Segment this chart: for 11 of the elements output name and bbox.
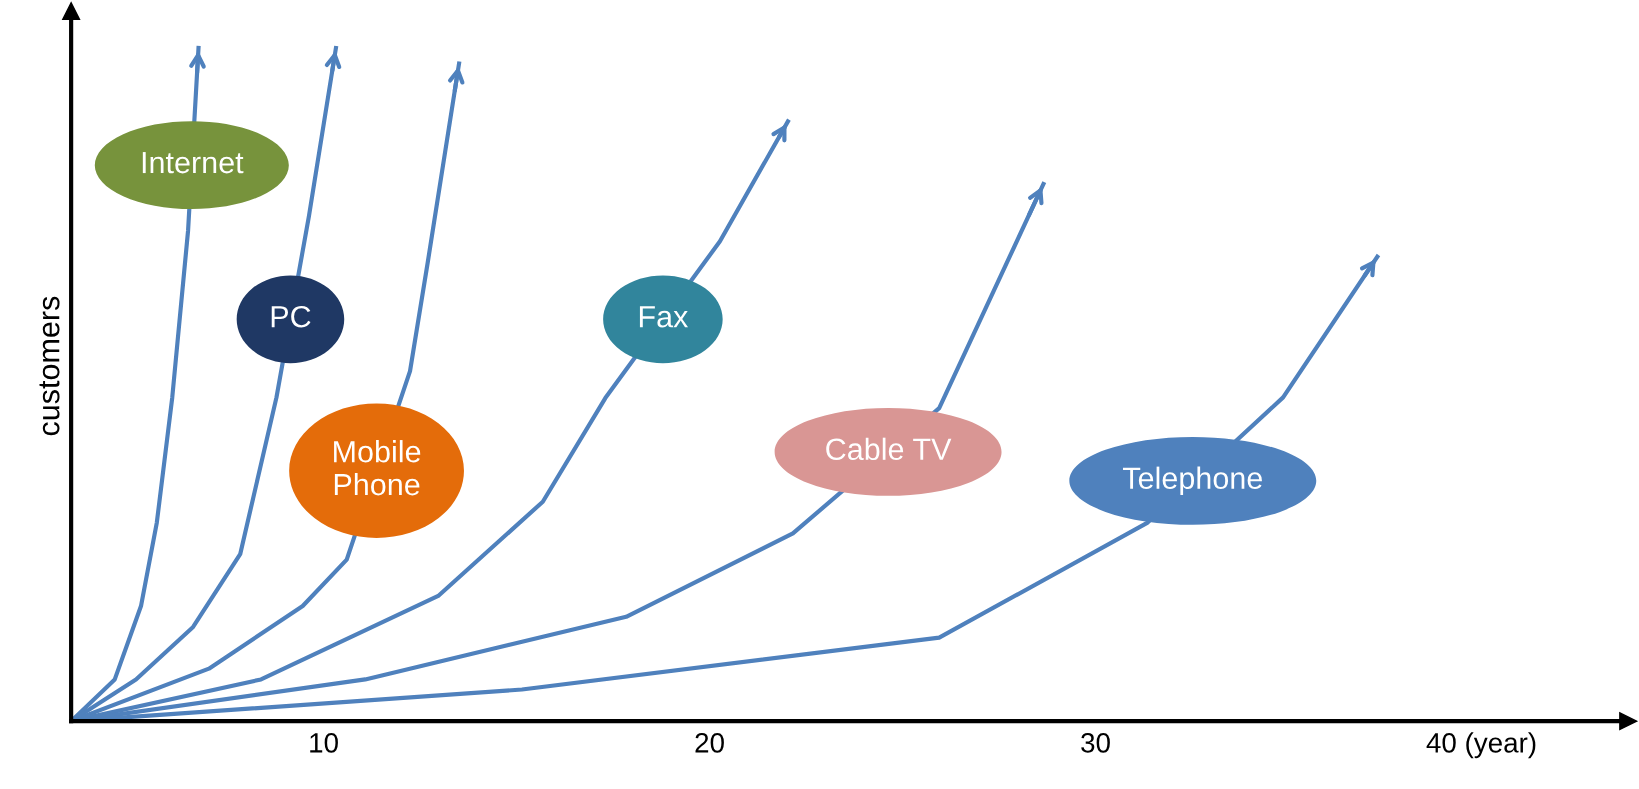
x-tick-label: 20	[695, 732, 724, 753]
series-label: Fax	[639, 306, 689, 328]
series-label: Mobile Phone	[334, 440, 421, 496]
y-axis-title: customers	[39, 296, 60, 436]
x-tick-label: 30	[1081, 732, 1110, 753]
x-tick-label: 40 (year)	[1426, 732, 1536, 759]
series-label: PC	[271, 305, 311, 328]
series-label: Telephone	[1122, 466, 1262, 496]
x-tick-label: 10	[310, 732, 338, 753]
series-label: Internet	[142, 152, 244, 174]
series-label: Cable TV	[826, 437, 952, 461]
